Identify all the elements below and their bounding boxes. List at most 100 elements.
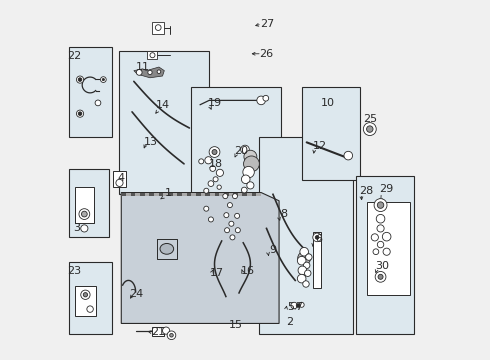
Polygon shape xyxy=(134,67,164,78)
Polygon shape xyxy=(140,193,145,196)
Ellipse shape xyxy=(241,145,249,154)
Ellipse shape xyxy=(377,241,384,248)
Text: 24: 24 xyxy=(129,289,144,299)
Ellipse shape xyxy=(374,199,387,212)
Ellipse shape xyxy=(208,217,214,222)
Text: 22: 22 xyxy=(68,51,82,61)
Polygon shape xyxy=(215,193,219,196)
Text: 30: 30 xyxy=(375,261,389,271)
Polygon shape xyxy=(252,193,256,196)
Text: 17: 17 xyxy=(210,268,224,278)
Polygon shape xyxy=(233,193,238,196)
Ellipse shape xyxy=(235,228,240,233)
Ellipse shape xyxy=(242,187,247,193)
Ellipse shape xyxy=(223,194,228,199)
Text: 11: 11 xyxy=(136,62,150,72)
Ellipse shape xyxy=(303,281,309,287)
Ellipse shape xyxy=(204,188,209,193)
Ellipse shape xyxy=(150,53,155,58)
Ellipse shape xyxy=(212,149,217,154)
Text: 18: 18 xyxy=(209,159,222,169)
Bar xyxy=(313,232,321,288)
Bar xyxy=(74,286,96,316)
Bar xyxy=(74,187,95,223)
Text: 15: 15 xyxy=(229,320,243,330)
Ellipse shape xyxy=(257,96,266,105)
Ellipse shape xyxy=(367,126,373,132)
Ellipse shape xyxy=(95,100,101,106)
Ellipse shape xyxy=(306,254,312,260)
Bar xyxy=(191,87,281,320)
Ellipse shape xyxy=(313,233,321,242)
Polygon shape xyxy=(182,193,187,196)
Text: 20: 20 xyxy=(234,146,248,156)
Ellipse shape xyxy=(217,185,221,189)
Polygon shape xyxy=(205,193,210,196)
Text: 4: 4 xyxy=(118,173,125,183)
Polygon shape xyxy=(228,193,233,196)
Polygon shape xyxy=(135,193,140,196)
Polygon shape xyxy=(243,193,247,196)
Ellipse shape xyxy=(76,110,84,117)
Ellipse shape xyxy=(100,77,106,82)
Ellipse shape xyxy=(224,228,230,233)
Polygon shape xyxy=(126,193,131,196)
Polygon shape xyxy=(196,193,200,196)
Text: 6: 6 xyxy=(315,234,322,244)
Ellipse shape xyxy=(213,177,218,182)
Bar xyxy=(120,51,209,194)
Ellipse shape xyxy=(78,78,82,81)
Polygon shape xyxy=(154,193,159,196)
Text: 16: 16 xyxy=(241,266,255,276)
Ellipse shape xyxy=(81,211,87,217)
Polygon shape xyxy=(122,193,126,196)
Text: 7: 7 xyxy=(295,302,302,312)
Ellipse shape xyxy=(344,151,353,160)
Bar xyxy=(69,169,109,237)
Ellipse shape xyxy=(243,166,254,178)
Ellipse shape xyxy=(229,221,234,226)
Ellipse shape xyxy=(371,234,378,241)
Polygon shape xyxy=(219,193,224,196)
Ellipse shape xyxy=(208,181,214,186)
Ellipse shape xyxy=(298,266,307,275)
Ellipse shape xyxy=(383,248,390,255)
Ellipse shape xyxy=(81,290,90,300)
Polygon shape xyxy=(191,193,196,196)
Ellipse shape xyxy=(216,169,223,176)
Ellipse shape xyxy=(291,302,297,309)
Ellipse shape xyxy=(377,202,384,208)
Ellipse shape xyxy=(136,69,142,75)
Text: 23: 23 xyxy=(68,266,82,276)
Text: 9: 9 xyxy=(270,245,276,255)
Ellipse shape xyxy=(382,232,391,241)
Text: 5: 5 xyxy=(288,302,294,312)
Ellipse shape xyxy=(205,157,212,164)
Text: 1: 1 xyxy=(165,188,172,198)
Ellipse shape xyxy=(224,213,229,218)
Ellipse shape xyxy=(87,306,93,312)
Ellipse shape xyxy=(375,271,386,282)
Ellipse shape xyxy=(303,262,310,269)
Bar xyxy=(113,171,126,187)
Ellipse shape xyxy=(78,112,82,116)
Ellipse shape xyxy=(170,333,173,337)
Polygon shape xyxy=(224,193,228,196)
Ellipse shape xyxy=(199,159,204,164)
Text: 29: 29 xyxy=(379,184,393,194)
Bar xyxy=(152,327,164,336)
Ellipse shape xyxy=(204,206,209,211)
Ellipse shape xyxy=(364,123,376,135)
Text: 2: 2 xyxy=(286,317,294,327)
Text: 27: 27 xyxy=(260,19,274,29)
Polygon shape xyxy=(187,193,191,196)
Ellipse shape xyxy=(102,78,104,81)
Ellipse shape xyxy=(297,256,306,265)
Ellipse shape xyxy=(235,213,240,219)
Ellipse shape xyxy=(299,302,304,307)
Ellipse shape xyxy=(163,327,170,334)
Ellipse shape xyxy=(315,235,319,239)
Text: 10: 10 xyxy=(320,98,335,108)
Polygon shape xyxy=(238,193,243,196)
Ellipse shape xyxy=(376,215,385,223)
